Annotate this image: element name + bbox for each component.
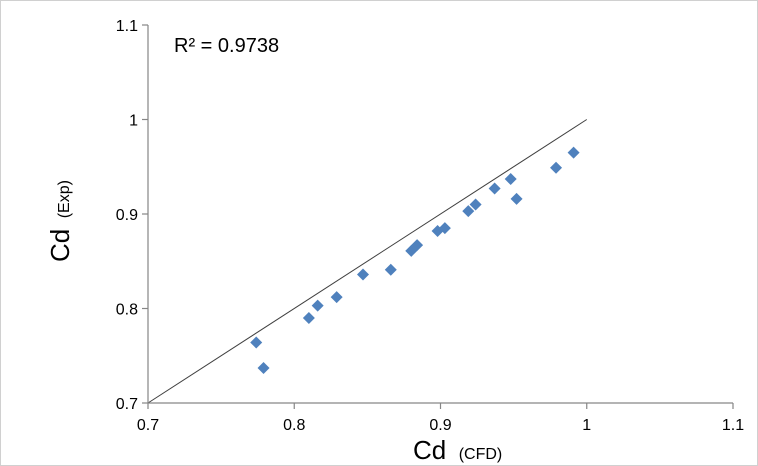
y-axis-label: Cd (Exp) [45, 180, 75, 262]
x-tick-label: 0.7 [137, 417, 159, 434]
y-tick-label: 0.7 [116, 396, 138, 413]
y-tick-label: 1.1 [116, 18, 138, 35]
data-point [411, 239, 424, 252]
r-squared-annotation: R² = 0.9738 [174, 35, 279, 57]
x-tick-label: 1 [582, 417, 591, 434]
data-point [302, 311, 315, 324]
data-point [550, 161, 563, 174]
reference-line-layer [147, 119, 588, 404]
x-axis-label-main: Cd [413, 435, 446, 465]
x-tick-label: 0.8 [283, 417, 305, 434]
data-point [438, 222, 451, 235]
reference-line [147, 119, 588, 404]
y-tick-label: 1 [129, 113, 138, 130]
y-tick-label: 0.9 [116, 207, 138, 224]
data-point [330, 291, 343, 304]
data-point [356, 268, 369, 281]
data-point [257, 362, 270, 375]
x-axis-label: Cd (CFD) [413, 435, 502, 465]
axes [142, 24, 734, 409]
data-point [510, 192, 523, 205]
y-axis-label-sub: (Exp) [56, 180, 73, 218]
y-axis-label-main: Cd [45, 229, 75, 262]
data-point [504, 173, 517, 186]
data-point [462, 205, 475, 218]
data-point [469, 198, 482, 211]
y-tick-label: 0.8 [116, 302, 138, 319]
x-tick-label: 1.1 [722, 417, 744, 434]
x-tick-label: 0.9 [429, 417, 451, 434]
data-point [384, 263, 397, 276]
data-point [567, 146, 580, 159]
data-point [311, 299, 324, 312]
data-point [488, 182, 501, 195]
x-axis-label-sub: (CFD) [459, 446, 503, 463]
data-point [250, 336, 263, 349]
tick-labels: 0.7 0.8 0.9 1 1.1 0.7 0.8 0.9 1 1.1 [116, 18, 744, 434]
data-points [250, 146, 580, 375]
